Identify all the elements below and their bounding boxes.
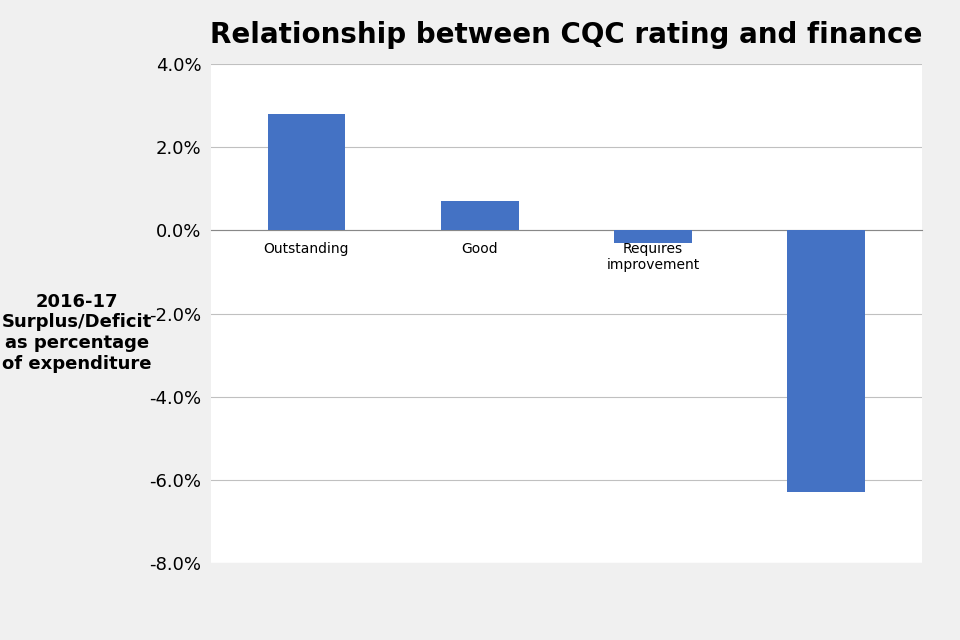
Bar bbox=[441, 201, 518, 230]
Title: Relationship between CQC rating and finance: Relationship between CQC rating and fina… bbox=[210, 21, 923, 49]
Bar bbox=[268, 114, 346, 230]
Text: 2016-17
Surplus/Deficit
as percentage
of expenditure: 2016-17 Surplus/Deficit as percentage of… bbox=[2, 292, 152, 373]
Bar bbox=[614, 230, 692, 243]
Bar bbox=[787, 230, 865, 493]
